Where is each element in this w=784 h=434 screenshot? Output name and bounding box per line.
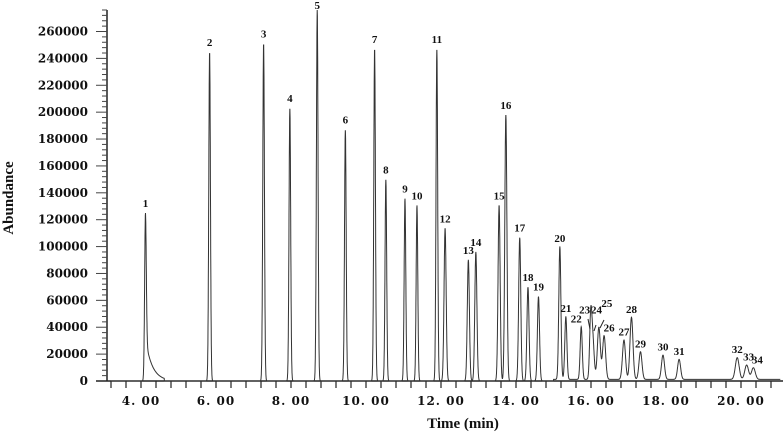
peak-label-24: 24 — [591, 305, 603, 317]
y-tick-label: 140000 — [38, 186, 88, 200]
peak-label-2: 2 — [207, 37, 213, 49]
peak-label-17: 17 — [514, 223, 526, 235]
peak-label-15: 15 — [494, 190, 506, 202]
peak-label-29: 29 — [635, 338, 647, 350]
y-axis-title: Abundance — [1, 161, 17, 235]
peak-label-33: 33 — [743, 352, 755, 364]
peak-label-31: 31 — [674, 346, 685, 358]
peak-label-20: 20 — [554, 233, 566, 245]
peak-label-26: 26 — [604, 322, 616, 334]
y-tick-label: 120000 — [38, 213, 88, 227]
y-tick-label: 60000 — [46, 293, 88, 307]
peak-label-10: 10 — [412, 190, 424, 202]
peak-label-30: 30 — [658, 342, 670, 354]
peak-label-19: 19 — [533, 282, 545, 294]
y-tick-label: 200000 — [38, 105, 88, 119]
y-tick-label: 260000 — [38, 25, 88, 39]
peak-label-13: 13 — [463, 245, 475, 257]
peak-label-18: 18 — [523, 272, 535, 284]
y-tick-label: 80000 — [46, 266, 88, 280]
peak-label-11: 11 — [432, 34, 442, 46]
peak-23-leader-line — [587, 318, 591, 330]
peak-label-32: 32 — [732, 344, 744, 356]
peak-25-leader-line — [599, 319, 605, 329]
peak-label-21: 21 — [560, 303, 571, 315]
peak-label-3: 3 — [261, 29, 267, 41]
x-tick-label: 16. 00 — [567, 394, 615, 408]
peak-24-leader-line — [593, 324, 597, 332]
peak-label-14: 14 — [470, 237, 482, 249]
chromatogram-trace — [111, 9, 781, 382]
y-tick-label: 240000 — [38, 51, 88, 65]
peak-label-7: 7 — [372, 34, 378, 46]
x-tick-label: 6. 00 — [197, 394, 235, 408]
peak-label-8: 8 — [383, 164, 389, 176]
peak-label-6: 6 — [343, 115, 349, 127]
y-tick-label: 220000 — [38, 78, 88, 92]
peak-label-22: 22 — [571, 313, 583, 325]
x-tick-label: 10. 00 — [342, 394, 390, 408]
x-tick-label: 8. 00 — [272, 394, 310, 408]
x-axis-title: Time (min) — [427, 416, 499, 432]
peak-label-25: 25 — [601, 298, 613, 310]
y-tick-label: 180000 — [38, 132, 88, 146]
y-tick-label: 20000 — [46, 347, 88, 361]
y-axis: 0 20000 40000 60000 80000 100000 120000 140000 1… — [38, 9, 108, 388]
x-tick-label: 20. 00 — [717, 394, 765, 408]
y-tick-label: 100000 — [38, 240, 88, 254]
peak-label-12: 12 — [440, 213, 452, 225]
peak-label-1: 1 — [143, 198, 149, 210]
x-tick-label: 18. 00 — [642, 394, 690, 408]
x-axis: 4. 00 6. 00 8. 00 10. 00 12. 00 14. 00 16. 00 1… — [96, 380, 783, 408]
x-tick-label: 12. 00 — [417, 394, 465, 408]
peak-label-27: 27 — [619, 327, 631, 339]
peak-label-34: 34 — [752, 354, 764, 366]
peak-label-16: 16 — [500, 100, 512, 112]
x-tick-label: 14. 00 — [492, 394, 540, 408]
peak-label-4: 4 — [287, 93, 293, 105]
x-tick-label: 4. 00 — [122, 394, 160, 408]
peak-label-28: 28 — [626, 304, 638, 316]
peak-label-23: 23 — [579, 305, 591, 317]
y-tick-label: 0 — [80, 374, 88, 388]
peak-label-9: 9 — [402, 184, 408, 196]
y-tick-label: 40000 — [46, 320, 88, 334]
y-tick-label: 160000 — [38, 159, 88, 173]
peak-label-5: 5 — [315, 0, 321, 12]
